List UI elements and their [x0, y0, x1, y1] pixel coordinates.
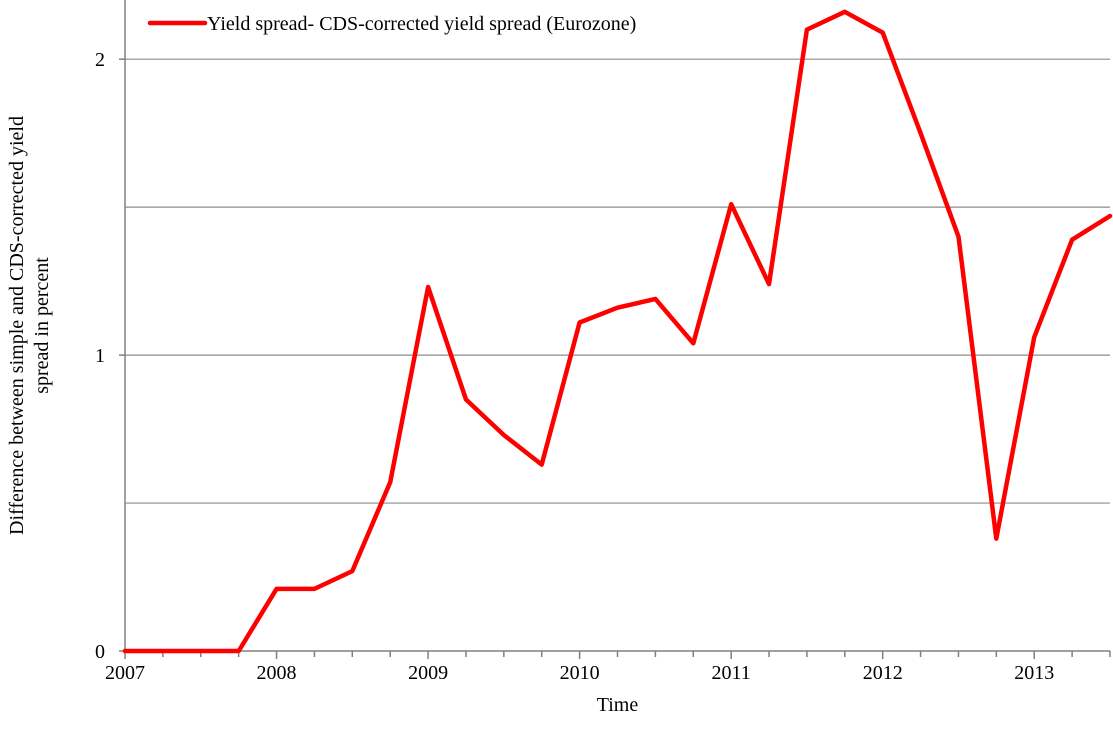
y-tick-label-0: 0	[95, 641, 105, 663]
x-tick-label-0: 2007	[105, 662, 145, 684]
x-tick-label-6: 2013	[1014, 662, 1054, 684]
series-layer	[122, 9, 1113, 654]
x-axis-title: Time	[597, 694, 639, 716]
y-ticks: 0 1 2	[95, 49, 125, 663]
legend-label: Yield spread- CDS-corrected yield spread…	[207, 13, 636, 35]
x-tick-label-4: 2011	[712, 662, 751, 684]
gridlines	[125, 58, 1110, 504]
series-line-0	[122, 9, 1113, 654]
y-axis-title-line-2: spread in percent	[31, 257, 53, 394]
legend: Yield spread- CDS-corrected yield spread…	[147, 13, 636, 35]
y-axis-title: Difference between simple and CDS-correc…	[6, 116, 53, 535]
y-tick-label-1: 1	[95, 345, 105, 367]
y-tick-label-2: 2	[95, 49, 105, 71]
axes	[124, 0, 1110, 652]
x-tick-label-3: 2010	[560, 662, 600, 684]
x-tick-label-1: 2008	[257, 662, 297, 684]
x-tick-label-5: 2012	[863, 662, 903, 684]
x-ticks: 2007 2008 2009 2010 2011 2012 2013	[105, 651, 1111, 684]
y-axis-title-line-1: Difference between simple and CDS-correc…	[6, 116, 28, 535]
x-tick-label-2: 2009	[408, 662, 448, 684]
